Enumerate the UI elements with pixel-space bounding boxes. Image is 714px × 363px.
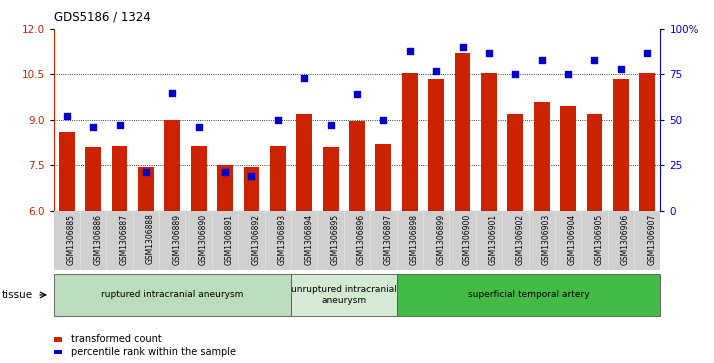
Bar [587,114,603,211]
Point [378,117,389,123]
Point [298,75,310,81]
Text: GSM1306904: GSM1306904 [568,213,577,265]
Bar [54,274,291,316]
Text: GSM1306892: GSM1306892 [251,213,261,265]
Point [404,48,416,54]
Point [536,57,548,63]
Text: GSM1306889: GSM1306889 [172,213,181,265]
Bar [59,132,75,211]
Text: GSM1306906: GSM1306906 [621,213,630,265]
Point [589,57,600,63]
Text: GSM1306891: GSM1306891 [225,213,234,265]
Point [61,113,72,119]
Bar [111,146,127,211]
Text: GDS5186 / 1324: GDS5186 / 1324 [54,11,151,24]
Point [431,68,442,74]
Bar [217,165,233,211]
Point [642,50,653,56]
Text: ruptured intracranial aneurysm: ruptured intracranial aneurysm [101,290,243,299]
Point [483,50,495,56]
Point [351,91,363,97]
Bar [323,147,338,211]
Text: GSM1306903: GSM1306903 [542,213,550,265]
Bar [376,144,391,211]
Text: GSM1306899: GSM1306899 [436,213,445,265]
Point [114,122,125,128]
Text: GSM1306890: GSM1306890 [198,213,208,265]
Bar [191,146,206,211]
Point [272,117,283,123]
Bar [428,79,444,211]
Text: GSM1306898: GSM1306898 [410,213,419,265]
Point [615,66,627,72]
Bar [85,147,101,211]
Point [166,90,178,95]
Text: tissue: tissue [1,290,33,300]
Bar [508,114,523,211]
Bar [349,121,365,211]
Bar [296,114,312,211]
Text: GSM1306885: GSM1306885 [66,213,76,265]
Point [219,170,231,175]
Text: GSM1306894: GSM1306894 [304,213,313,265]
Bar [164,120,180,211]
Bar [455,53,471,211]
Bar [54,350,62,354]
Text: GSM1306905: GSM1306905 [595,213,603,265]
Bar [560,106,576,211]
Point [510,72,521,77]
Bar [639,73,655,211]
Bar [396,274,660,316]
Bar [291,274,396,316]
Text: GSM1306907: GSM1306907 [648,213,656,265]
Point [563,72,574,77]
Point [87,124,99,130]
Text: superficial temporal artery: superficial temporal artery [468,290,589,299]
Bar [402,73,418,211]
Text: GSM1306888: GSM1306888 [146,213,155,264]
Text: GSM1306897: GSM1306897 [383,213,393,265]
Bar [270,146,286,211]
Text: GSM1306902: GSM1306902 [516,213,524,265]
Text: GSM1306896: GSM1306896 [357,213,366,265]
Bar [481,73,497,211]
Text: GSM1306901: GSM1306901 [489,213,498,265]
Bar [243,167,259,211]
Bar [613,79,629,211]
Point [140,170,151,175]
Bar [54,337,62,342]
Point [246,173,257,179]
Text: GSM1306893: GSM1306893 [278,213,287,265]
Bar [534,102,550,211]
Point [193,124,204,130]
Point [325,122,336,128]
Text: transformed count: transformed count [71,334,162,344]
Text: GSM1306886: GSM1306886 [93,213,102,265]
Point [457,44,468,50]
Text: percentile rank within the sample: percentile rank within the sample [71,347,236,357]
Text: GSM1306900: GSM1306900 [463,213,471,265]
Text: GSM1306887: GSM1306887 [119,213,129,265]
Bar [138,167,154,211]
Text: GSM1306895: GSM1306895 [331,213,340,265]
Text: unruptured intracranial
aneurysm: unruptured intracranial aneurysm [291,285,397,305]
